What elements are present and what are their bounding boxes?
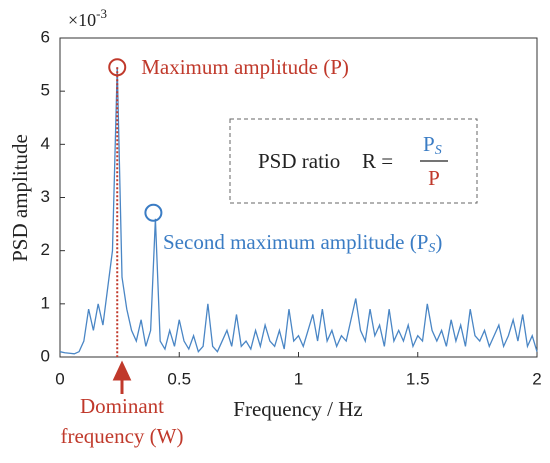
x-axis-label: Frequency / Hz [233,397,362,421]
y-tick-label: 1 [41,293,50,312]
second-marker [144,203,163,222]
second-label: Second maximum amplitude (PS) [163,230,442,256]
second-label-sub: S [428,241,435,256]
axis-multiplier: ×10-3 [68,6,107,30]
y-tick-label: 6 [41,27,50,46]
y-tick-label: 2 [41,240,50,259]
y-tick-label: 3 [41,187,50,206]
ratio-denominator: P [428,166,440,190]
maximum-marker [108,58,127,77]
ratio-lhs: R = [362,149,393,173]
multiplier-base: ×10 [68,10,96,30]
dominant-arrow [112,360,132,394]
maximum-label: Maximum amplitude (P) [141,55,349,79]
y-tick-label: 4 [41,134,50,153]
ratio-box [229,118,478,204]
numerator-base: P [423,132,435,156]
x-tick-label: 0 [55,369,64,388]
psd-line [59,67,538,355]
second-label-end: ) [435,230,442,254]
ratio-numerator: PS [423,132,442,158]
y-tick-label: 0 [41,346,50,365]
x-tick-label: 0.5 [167,369,191,388]
ratio-label: PSD ratio [258,149,340,173]
numerator-sub: S [435,143,442,158]
dominant-label: Dominant [80,394,164,418]
y-tick-label: 5 [41,81,50,100]
multiplier-exponent: -3 [96,6,107,21]
x-tick-label: 2 [532,369,541,388]
second-label-text: Second maximum amplitude (P [163,230,428,254]
x-tick-label: 1 [294,369,303,388]
y-axis-label: PSD amplitude [8,134,32,262]
plot-frame [59,37,538,358]
x-tick-label: 1.5 [406,369,430,388]
dominant-label: frequency (W) [60,424,183,448]
